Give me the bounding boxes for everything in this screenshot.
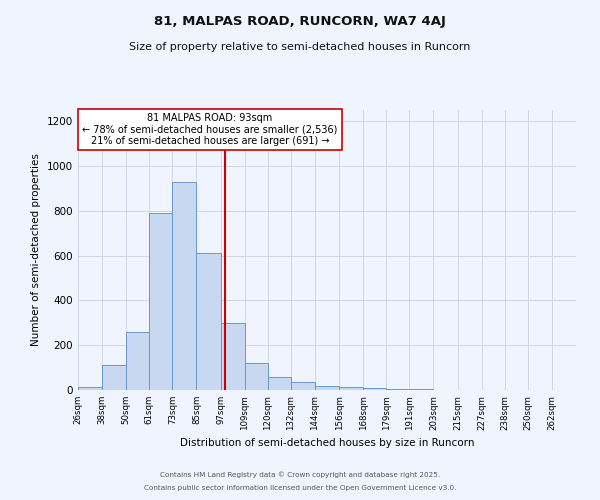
Text: 81 MALPAS ROAD: 93sqm
← 78% of semi-detached houses are smaller (2,536)
21% of s: 81 MALPAS ROAD: 93sqm ← 78% of semi-deta…	[82, 113, 338, 146]
Bar	[245, 363, 268, 390]
Text: Size of property relative to semi-detached houses in Runcorn: Size of property relative to semi-detach…	[130, 42, 470, 52]
Text: 81, MALPAS ROAD, RUNCORN, WA7 4AJ: 81, MALPAS ROAD, RUNCORN, WA7 4AJ	[154, 15, 446, 28]
Y-axis label: Number of semi-detached properties: Number of semi-detached properties	[31, 154, 41, 346]
Bar	[149, 213, 172, 390]
X-axis label: Distribution of semi-detached houses by size in Runcorn: Distribution of semi-detached houses by …	[180, 438, 474, 448]
Bar	[196, 254, 221, 390]
Bar	[315, 386, 339, 390]
Bar	[221, 323, 245, 390]
Bar	[78, 386, 102, 390]
Bar	[172, 182, 196, 390]
Text: Contains HM Land Registry data © Crown copyright and database right 2025.: Contains HM Land Registry data © Crown c…	[160, 471, 440, 478]
Bar	[386, 389, 409, 390]
Bar	[339, 386, 363, 390]
Bar	[291, 382, 315, 390]
Text: Contains public sector information licensed under the Open Government Licence v3: Contains public sector information licen…	[144, 485, 456, 491]
Bar	[363, 388, 386, 390]
Bar	[126, 332, 149, 390]
Bar	[268, 376, 291, 390]
Bar	[102, 366, 126, 390]
